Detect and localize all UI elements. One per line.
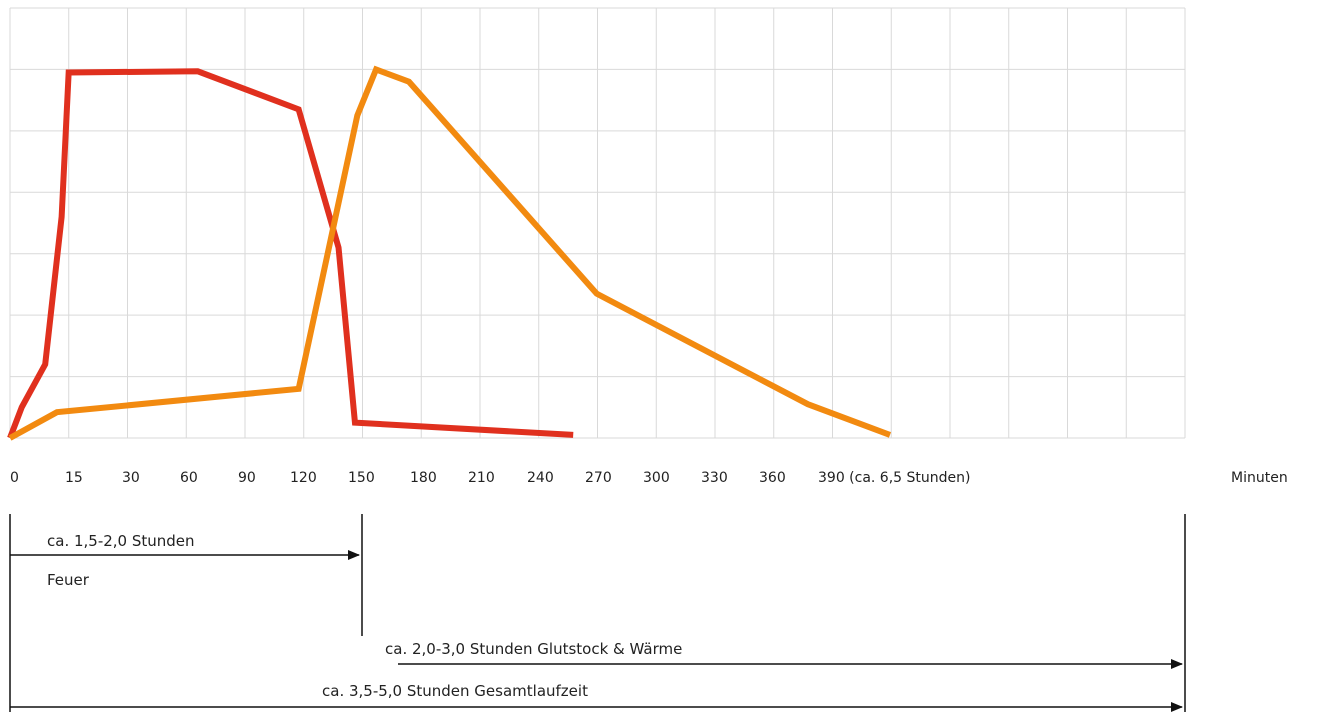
- x-tick-label: 60: [180, 470, 198, 486]
- x-tick-label: 360: [759, 470, 786, 486]
- x-tick-label: 390 (ca. 6,5 Stunden): [818, 470, 970, 486]
- x-tick-label: 30: [122, 470, 140, 486]
- x-tick-label: 270: [585, 470, 612, 486]
- grid: [9, 7, 1186, 439]
- fire-label: Feuer: [47, 571, 90, 589]
- ember-label: ca. 2,0-3,0 Stunden Glutstock & Wärme: [385, 640, 682, 658]
- x-tick-label: 300: [643, 470, 670, 486]
- fire-duration-label: ca. 1,5-2,0 Stunden: [47, 532, 195, 550]
- x-axis-label: Minuten: [1231, 470, 1288, 486]
- x-tick-label: 15: [65, 470, 83, 486]
- series-line-1: [7, 68, 574, 440]
- x-tick-label: 90: [238, 470, 256, 486]
- timeline-annotations: ca. 1,5-2,0 Stunden Feuer ca. 2,0-3,0 St…: [9, 514, 1186, 712]
- x-tick-label: 240: [527, 470, 554, 486]
- x-tick-label: 150: [348, 470, 375, 486]
- series-lines: [7, 65, 892, 441]
- x-tick-label: 210: [468, 470, 495, 486]
- x-tick-labels: 0 15 30 60 90 120 150 180 210 240 270 300 330 360 390 …: [10, 470, 970, 486]
- x-tick-label: 0: [10, 470, 19, 486]
- total-label: ca. 3,5-5,0 Stunden Gesamtlaufzeit: [322, 682, 588, 700]
- x-tick-label: 330: [701, 470, 728, 486]
- x-tick-label: 120: [290, 470, 317, 486]
- series-line-2: [8, 65, 892, 441]
- x-tick-label: 180: [410, 470, 437, 486]
